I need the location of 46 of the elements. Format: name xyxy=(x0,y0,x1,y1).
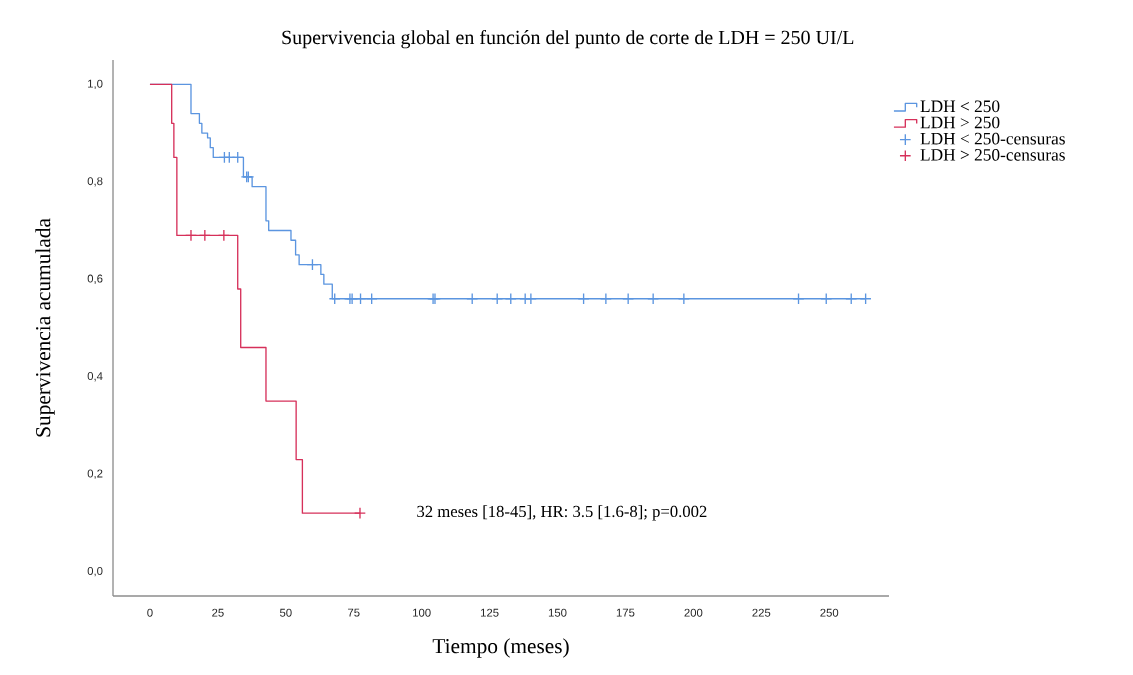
x-tick-label: 125 xyxy=(480,608,499,617)
point xyxy=(217,229,230,242)
x-tick-label: 225 xyxy=(752,608,771,617)
y-tick-label: 0,4 xyxy=(87,372,103,382)
annotation: 32 meses [18-45], HR: 3.5 [1.6-8]; p=0.002 xyxy=(417,505,707,521)
x-axis-title: Tiempo (meses) xyxy=(432,638,569,658)
point xyxy=(647,292,660,305)
point xyxy=(859,292,872,305)
point xyxy=(353,507,366,520)
y-tick-label: 0,2 xyxy=(87,469,103,479)
point xyxy=(577,292,590,305)
x-tick-label: 75 xyxy=(348,608,360,617)
y-tick-label: 0,0 xyxy=(87,566,103,577)
y-axis-title: Supervivencia acumulada xyxy=(35,218,55,437)
point xyxy=(198,229,211,242)
x-tick-label: 200 xyxy=(684,608,703,617)
point xyxy=(365,292,378,305)
point xyxy=(231,151,244,164)
point xyxy=(504,292,517,305)
point xyxy=(820,292,833,305)
y-tick-label: 0,6 xyxy=(87,274,103,284)
x-tick-label: 150 xyxy=(548,608,567,617)
x-tick-label: 175 xyxy=(616,608,635,617)
legend-label: LDH < 250-censuras xyxy=(920,132,1065,145)
point xyxy=(491,292,504,305)
point xyxy=(622,292,635,305)
x-tick-label: 50 xyxy=(279,608,292,617)
point xyxy=(354,292,367,305)
x-tick-label: 100 xyxy=(413,608,431,617)
y-tick-label: 0,8 xyxy=(87,177,103,187)
point xyxy=(845,292,858,305)
legend-label: LDH < 250 xyxy=(920,100,1000,113)
legend-label: LDH > 250-censuras xyxy=(920,149,1065,161)
x-tick-label: 0 xyxy=(147,608,153,617)
point xyxy=(677,292,690,305)
legend-label: LDH > 250 xyxy=(920,116,1000,129)
y-tick-label: 1,0 xyxy=(88,79,103,90)
point xyxy=(328,292,341,305)
point xyxy=(306,258,319,271)
x-tick-label: 250 xyxy=(820,608,839,617)
chart-title: Supervivencia global en función del punto de corte de LDH = 250 UI/L xyxy=(282,29,854,49)
point xyxy=(792,292,805,305)
point xyxy=(599,292,612,305)
x-tick-label: 25 xyxy=(212,608,224,617)
point xyxy=(466,292,479,305)
point xyxy=(184,229,197,242)
